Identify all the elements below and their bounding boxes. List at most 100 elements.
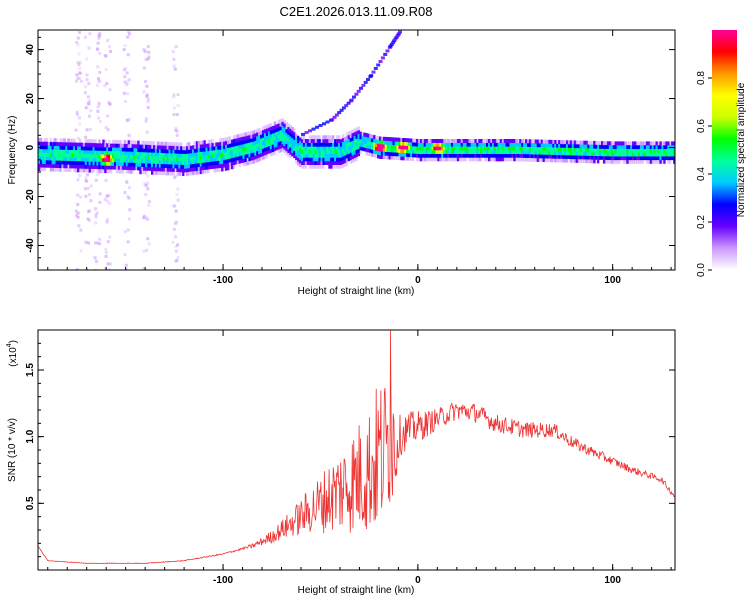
heatmap-cell <box>236 138 240 142</box>
noise-cell <box>175 193 179 197</box>
heatmap-cell <box>297 161 300 166</box>
heatmap-cell <box>347 160 351 165</box>
heatmap-cell <box>176 142 179 147</box>
heatmap-cell <box>375 142 378 147</box>
heatmap-cell <box>114 165 117 170</box>
heatmap-cell <box>334 146 337 151</box>
heatmap-cell <box>182 164 185 169</box>
noise-cell <box>78 71 82 75</box>
heatmap-cell <box>250 156 253 161</box>
heatmap-cell <box>400 156 403 161</box>
heatmap-cell <box>100 168 103 173</box>
heatmap-cell <box>324 142 327 147</box>
heatmap-cell <box>365 140 368 145</box>
heatmap-cell <box>129 158 133 163</box>
spectrogram-x-ticks: -100 0 100 <box>47 30 672 286</box>
heatmap-cell <box>389 42 394 46</box>
heatmap-cell <box>156 145 160 150</box>
heatmap-cell <box>242 162 246 167</box>
heatmap-cell <box>82 142 86 147</box>
heatmap-cell <box>135 140 138 145</box>
heatmap-cell <box>304 142 308 147</box>
heatmap-cell <box>189 160 193 165</box>
heatmap-cell <box>433 146 436 151</box>
heatmap-cell <box>312 164 316 169</box>
heatmap-cell <box>211 161 214 166</box>
heatmap-cell <box>188 164 191 169</box>
heatmap-cell <box>515 157 518 162</box>
heatmap-cell <box>369 152 372 157</box>
heatmap-cell <box>431 139 435 143</box>
heatmap-cell <box>258 146 261 151</box>
heatmap-cell <box>104 143 107 148</box>
heatmap-cell <box>575 144 579 149</box>
heatmap-cell <box>172 145 175 150</box>
heatmap-cell <box>213 153 216 158</box>
heatmap-cell <box>638 152 641 157</box>
heatmap-cell <box>242 147 246 152</box>
heatmap-cell <box>63 142 66 147</box>
heatmap-cell <box>133 158 137 163</box>
heatmap-cell <box>308 135 312 140</box>
noise-cell <box>172 106 176 110</box>
heatmap-cell <box>324 161 327 165</box>
noise-cell <box>105 82 109 86</box>
heatmap-cell <box>217 164 220 169</box>
noise-cell <box>77 63 81 66</box>
heatmap-cell <box>88 164 92 169</box>
heatmap-cell <box>135 144 138 149</box>
heatmap-cell <box>51 167 55 172</box>
heatmap-cell <box>182 153 185 158</box>
heatmap-cell <box>538 157 542 162</box>
heatmap-cell <box>219 149 222 154</box>
heatmap-cell <box>355 156 359 161</box>
heatmap-cell <box>178 157 181 162</box>
heatmap-cell <box>587 148 590 153</box>
heatmap-cell <box>310 142 314 147</box>
heatmap-cell <box>464 146 468 151</box>
heatmap-cell <box>554 151 557 155</box>
heatmap-cell <box>571 140 575 145</box>
heatmap-cell <box>565 158 569 163</box>
heatmap-cell <box>451 142 454 147</box>
heatmap-cell <box>125 147 129 152</box>
noise-cell <box>94 215 98 219</box>
heatmap-cell <box>606 152 610 157</box>
heatmap-cell <box>314 164 318 169</box>
heatmap-cell <box>94 165 98 169</box>
heatmap-cell <box>262 152 265 156</box>
heatmap-cell <box>338 153 341 158</box>
heatmap-cell <box>371 138 374 143</box>
heatmap-cell <box>486 139 489 143</box>
noise-cell <box>75 73 78 77</box>
heatmap-cell <box>645 145 649 150</box>
heatmap-cell <box>238 144 242 149</box>
heatmap-cell <box>439 142 442 147</box>
heatmap-cell <box>234 160 238 165</box>
heatmap-cell <box>388 155 392 160</box>
heatmap-cell <box>452 146 456 151</box>
heatmap-cell <box>643 152 647 157</box>
heatmap-cell <box>363 80 368 84</box>
heatmap-cell <box>378 154 382 159</box>
heatmap-cell <box>174 164 177 169</box>
heatmap-cell <box>77 160 80 165</box>
heatmap-cell <box>188 167 191 172</box>
heatmap-cell <box>339 150 343 154</box>
heatmap-cell <box>170 156 174 161</box>
heatmap-cell <box>158 163 162 168</box>
heatmap-cell <box>663 145 666 150</box>
heatmap-cell <box>291 141 294 146</box>
heatmap-cell <box>254 148 257 152</box>
heatmap-cell <box>184 164 187 169</box>
heatmap-cell <box>252 159 255 164</box>
heatmap-cell <box>117 162 121 166</box>
heatmap-cell <box>503 146 507 151</box>
heatmap-cell <box>59 138 62 143</box>
heatmap-cell <box>548 158 551 163</box>
heatmap-cell <box>166 171 170 176</box>
heatmap-cell <box>663 156 666 161</box>
heatmap-cell <box>396 141 399 146</box>
heatmap-cell <box>80 153 84 158</box>
heatmap-cell <box>254 155 257 160</box>
